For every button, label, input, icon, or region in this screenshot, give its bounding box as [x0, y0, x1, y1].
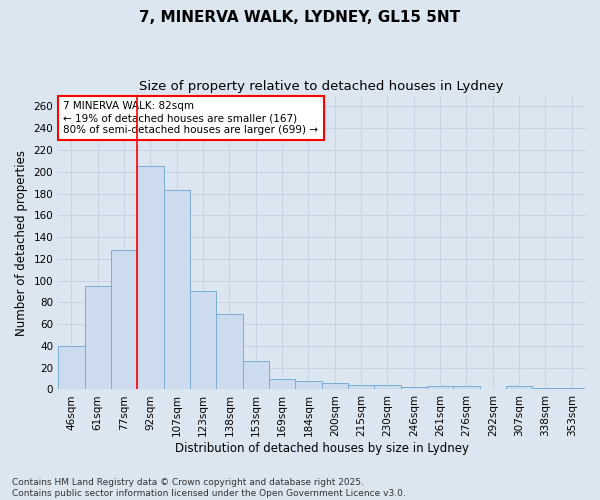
Bar — [506, 386, 532, 390]
Bar — [164, 190, 190, 390]
Bar — [190, 292, 216, 390]
Bar — [401, 388, 427, 390]
Bar — [374, 385, 401, 390]
Bar — [453, 386, 479, 390]
Bar — [58, 346, 85, 390]
Text: Contains HM Land Registry data © Crown copyright and database right 2025.
Contai: Contains HM Land Registry data © Crown c… — [12, 478, 406, 498]
Bar — [216, 314, 242, 390]
Bar — [242, 361, 269, 390]
Bar — [427, 386, 453, 390]
Bar — [111, 250, 137, 390]
Text: 7 MINERVA WALK: 82sqm
← 19% of detached houses are smaller (167)
80% of semi-det: 7 MINERVA WALK: 82sqm ← 19% of detached … — [64, 102, 319, 134]
Bar — [559, 388, 585, 390]
Bar — [532, 388, 559, 390]
Bar — [348, 385, 374, 390]
Bar — [85, 286, 111, 390]
Y-axis label: Number of detached properties: Number of detached properties — [15, 150, 28, 336]
Title: Size of property relative to detached houses in Lydney: Size of property relative to detached ho… — [139, 80, 504, 93]
Text: 7, MINERVA WALK, LYDNEY, GL15 5NT: 7, MINERVA WALK, LYDNEY, GL15 5NT — [139, 10, 461, 25]
Bar — [322, 383, 348, 390]
Bar — [295, 381, 322, 390]
X-axis label: Distribution of detached houses by size in Lydney: Distribution of detached houses by size … — [175, 442, 469, 455]
Bar — [137, 166, 164, 390]
Bar — [269, 378, 295, 390]
